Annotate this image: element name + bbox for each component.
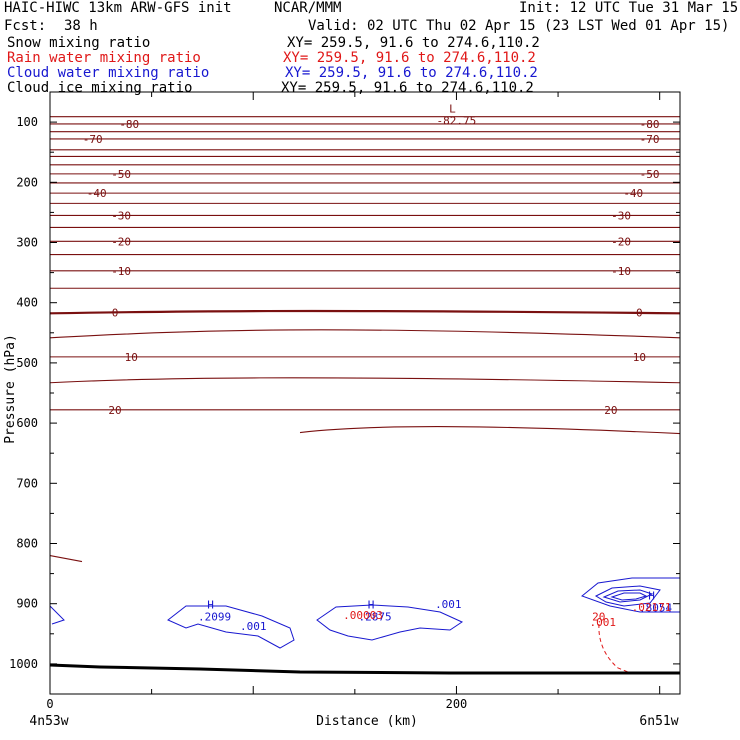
- isotherm-line: [299, 426, 681, 435]
- extremum-value: .2099: [198, 611, 231, 624]
- isotherm-line: [49, 329, 681, 339]
- init-time: Init: 12 UTC Tue 31 Mar 15: [519, 0, 739, 16]
- y-tick-label: 300: [16, 236, 38, 250]
- isotherm-label: -40: [623, 187, 643, 200]
- model-title: HAIC-HIWC 13km ARW-GFS init: [4, 0, 232, 16]
- cloud-water-contour: [167, 605, 295, 649]
- isotherm-label: -10: [611, 265, 631, 278]
- terrain-line: [49, 663, 680, 675]
- y-tick-label: 400: [16, 296, 38, 310]
- isotherm-label: -80: [640, 118, 660, 131]
- extremum-value: .2875: [359, 611, 392, 624]
- y-tick-label: 1000: [9, 657, 38, 671]
- contour-label: .001: [590, 616, 617, 629]
- isotherm-label: -30: [111, 209, 131, 222]
- isotherm-line: [49, 377, 681, 384]
- field-name-rain: Rain water mixing ratio: [7, 50, 201, 66]
- isotherm-label: -40: [87, 187, 107, 200]
- temperature-contours: [49, 116, 681, 563]
- field-xy-snow: XY= 259.5, 91.6 to 274.6,110.2: [287, 35, 540, 51]
- x-tick-label: 200: [446, 697, 468, 711]
- extremum-value: .8054: [639, 601, 672, 614]
- field-name-cloud-water: Cloud water mixing ratio: [7, 65, 210, 81]
- isotherm-label: -80: [119, 118, 139, 131]
- left-endpoint-label: 4n53w: [29, 714, 68, 729]
- rain-water-contours: [598, 623, 629, 673]
- extremum-marker: H: [368, 599, 375, 612]
- contour-label: .001: [435, 598, 462, 611]
- isotherm-label: 10: [633, 351, 646, 364]
- y-tick-label: 100: [16, 115, 38, 129]
- ground-surface: [49, 663, 680, 675]
- isotherm-label: -10: [111, 265, 131, 278]
- rain-water-contour: [598, 623, 629, 673]
- contour-label: 20: [592, 611, 605, 624]
- contour-label: .00003: [343, 609, 383, 622]
- cloud-water-contour: [594, 585, 661, 607]
- x-tick-label: 0: [46, 697, 53, 711]
- extremum-marker: H: [648, 589, 655, 602]
- isotherm-label: -20: [111, 235, 131, 248]
- isotherm-label: 20: [108, 404, 121, 417]
- y-tick-label: 200: [16, 175, 38, 189]
- y-tick-label: 700: [16, 476, 38, 490]
- plot-frame: [49, 91, 681, 695]
- x-axis-label: Distance (km): [316, 714, 418, 729]
- isotherm-label: 0: [112, 306, 119, 319]
- extremum-marker: H: [207, 599, 214, 612]
- contour-label: .02171: [632, 601, 672, 614]
- field-xy-cloud-water: XY= 259.5, 91.6 to 274.6,110.2: [285, 65, 538, 81]
- forecast-label: Fcst:: [4, 18, 47, 34]
- cloud-water-contour: [316, 604, 464, 641]
- isotherm-label: -30: [611, 209, 631, 222]
- valid-time: Valid: 02 UTC Thu 02 Apr 15 (23 LST Wed …: [308, 18, 730, 34]
- field-xy-rain: XY= 259.5, 91.6 to 274.6,110.2: [283, 50, 536, 66]
- extremum-value: -82.75: [437, 114, 477, 127]
- org-label: NCAR/MMM: [274, 0, 342, 16]
- cloud-water-contour: [49, 605, 65, 625]
- field-name-snow: Snow mixing ratio: [7, 35, 151, 51]
- contour-label: .001: [240, 620, 267, 633]
- forecast-hour: 38 h: [64, 18, 98, 34]
- cloud-water-contour: [602, 589, 654, 603]
- y-tick-label: 900: [16, 597, 38, 611]
- chart-annotations: -80 -80 -70 -70 -50 -50 -40 -40 -30 -30 -20 -20 -10 -…: [83, 102, 673, 633]
- isotherm-line: [49, 554, 83, 563]
- y-tick-label: 600: [16, 416, 38, 430]
- isotherm-label: -50: [640, 168, 660, 181]
- isotherm-label: -70: [640, 133, 660, 146]
- y-axis-label: Pressure (hPa): [3, 334, 18, 444]
- isotherm-label: -70: [83, 133, 103, 146]
- isotherm-label: -20: [611, 235, 631, 248]
- cloud-water-contour: [610, 592, 648, 601]
- y-tick-label: 500: [16, 356, 38, 370]
- extremum-marker: L: [449, 102, 456, 115]
- cloud-water-contours: [49, 577, 681, 649]
- isotherm-label: 10: [125, 351, 138, 364]
- y-tick-label: 800: [16, 537, 38, 551]
- isotherm-line: [49, 309, 681, 315]
- isotherm-label: -50: [111, 168, 131, 181]
- isotherm-label: 20: [604, 404, 617, 417]
- isotherm-label: 0: [636, 306, 643, 319]
- right-endpoint-label: 6n51w: [639, 714, 678, 729]
